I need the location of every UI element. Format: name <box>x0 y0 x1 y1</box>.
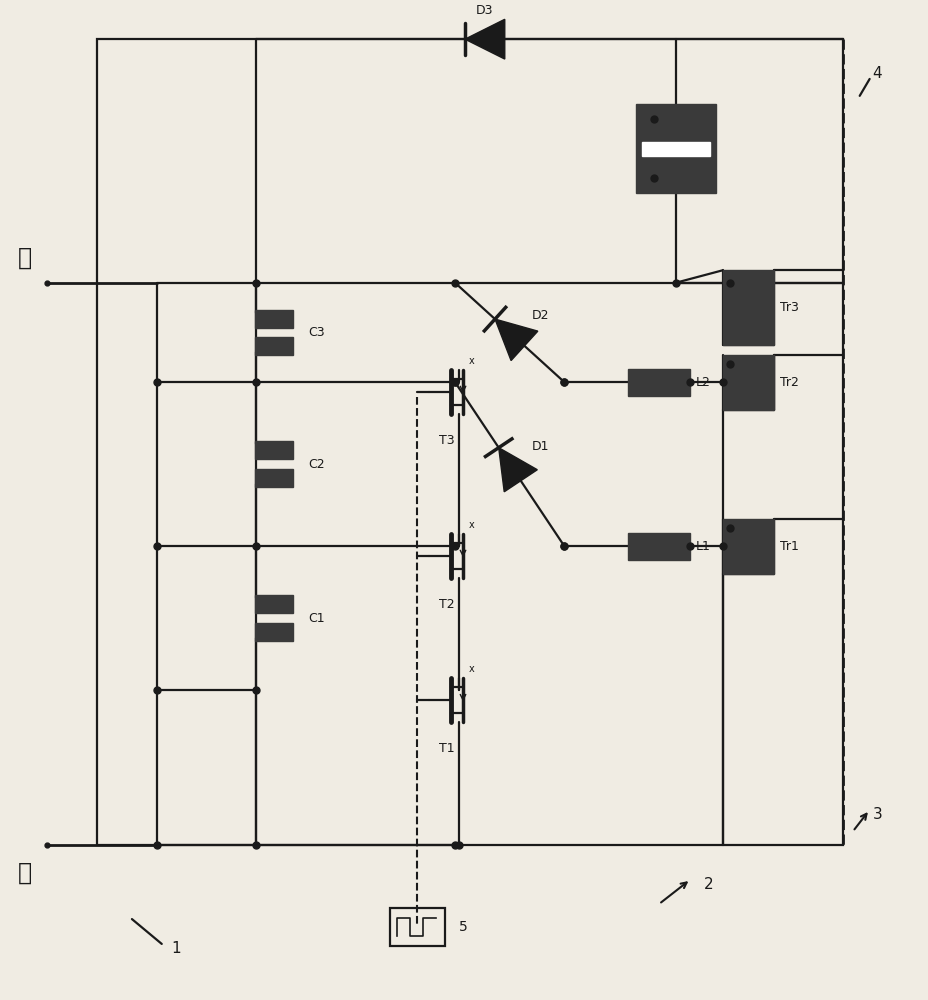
Bar <box>255 623 292 641</box>
Bar <box>722 270 773 345</box>
Bar <box>97 39 842 845</box>
Text: x: x <box>469 664 474 674</box>
Text: D1: D1 <box>531 440 548 453</box>
Bar <box>255 595 292 613</box>
Text: Tr3: Tr3 <box>780 301 798 314</box>
Text: 4: 4 <box>871 66 882 81</box>
Polygon shape <box>495 319 537 361</box>
Bar <box>255 337 292 355</box>
Text: C3: C3 <box>307 326 324 339</box>
Text: x: x <box>469 356 474 366</box>
Text: L2: L2 <box>695 376 710 389</box>
Bar <box>627 369 689 396</box>
Text: 3: 3 <box>871 807 882 822</box>
Bar <box>722 355 773 410</box>
Text: x: x <box>469 520 474 530</box>
Text: ● L3: ● L3 <box>664 172 693 185</box>
Text: 1: 1 <box>172 941 181 956</box>
Text: Tr1: Tr1 <box>780 540 798 553</box>
Bar <box>722 519 773 574</box>
Bar <box>627 533 689 560</box>
Text: 2: 2 <box>702 877 713 892</box>
Polygon shape <box>465 19 504 59</box>
Text: ● L3: ● L3 <box>664 112 693 125</box>
Text: 5: 5 <box>458 920 468 934</box>
Text: T3: T3 <box>439 434 455 447</box>
Text: C2: C2 <box>307 458 324 471</box>
Text: T2: T2 <box>439 598 455 611</box>
Text: D2: D2 <box>531 309 548 322</box>
Bar <box>641 142 709 156</box>
Bar <box>255 310 292 328</box>
Bar <box>636 104 715 193</box>
Text: 负: 负 <box>18 860 32 884</box>
Bar <box>255 441 292 459</box>
Polygon shape <box>498 448 536 492</box>
Text: 正: 正 <box>18 246 32 270</box>
Bar <box>255 469 292 487</box>
Text: D3: D3 <box>476 4 493 17</box>
Text: T1: T1 <box>439 742 455 755</box>
Bar <box>390 908 445 946</box>
Text: L1: L1 <box>695 540 710 553</box>
Text: C1: C1 <box>307 612 324 625</box>
Text: Tr2: Tr2 <box>780 376 798 389</box>
